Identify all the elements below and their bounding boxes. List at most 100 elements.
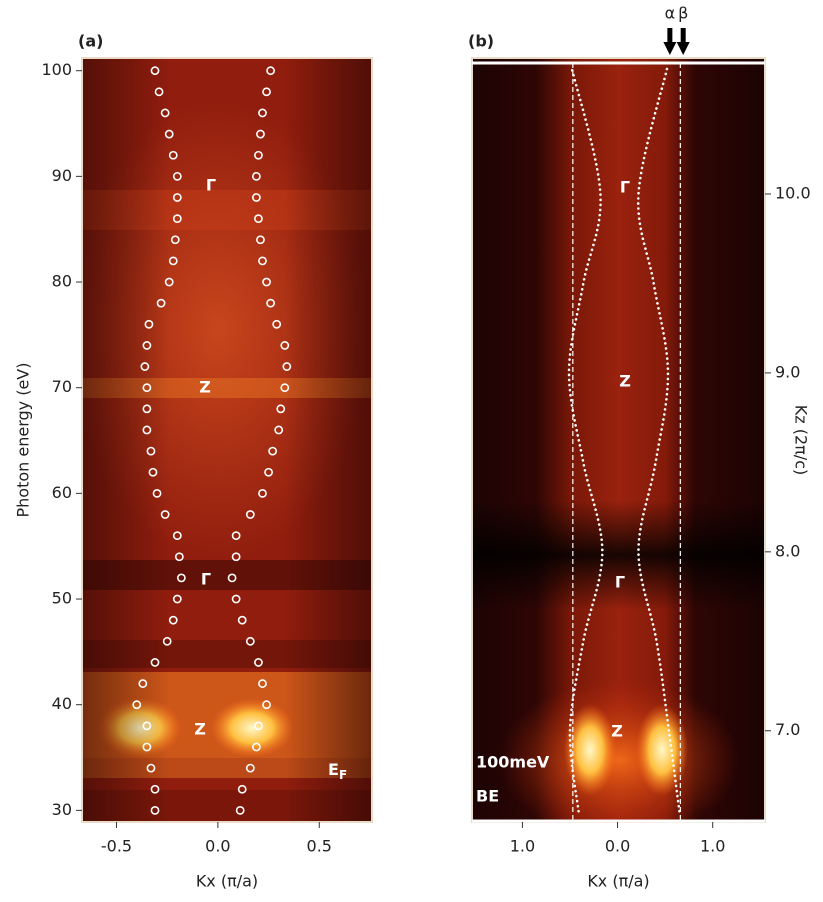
data-point <box>227 573 237 583</box>
point-label: Γ <box>620 178 630 197</box>
data-point <box>176 573 186 583</box>
data-point <box>168 256 178 266</box>
data-point <box>170 235 180 245</box>
data-point <box>144 319 154 329</box>
data-point <box>132 700 142 710</box>
y-tick-label: 80 <box>52 272 72 291</box>
arrow <box>676 28 690 55</box>
y-tick-label: 90 <box>52 166 72 185</box>
data-point <box>252 742 261 752</box>
x-axis-label: Kx (π/a) <box>196 872 258 891</box>
x-tick-label: 1.0 <box>510 837 535 856</box>
point-label: Γ <box>201 570 211 589</box>
y2-tick-label: 7.0 <box>775 720 800 739</box>
corner-text: 100meV <box>476 753 550 772</box>
point-label: Γ <box>615 573 625 592</box>
frame-a <box>81 57 373 823</box>
data-point <box>256 235 265 245</box>
x-tick-label: -0.5 <box>101 837 132 856</box>
data-point <box>142 425 152 435</box>
data-point <box>231 594 241 604</box>
data-point <box>168 150 178 160</box>
data-point <box>142 721 152 731</box>
x-axis-label: Kx (π/a) <box>587 872 649 891</box>
data-point <box>146 763 156 773</box>
data-point <box>162 636 172 646</box>
x-tick-label: 0.0 <box>605 837 630 856</box>
data-point <box>160 108 170 118</box>
data-point <box>138 679 148 688</box>
fermi-main: E <box>328 760 339 779</box>
y-axis-label: Photon energy (eV) <box>14 363 33 518</box>
y-tick-label: 60 <box>52 483 72 502</box>
data-point <box>154 87 164 97</box>
data-point <box>231 552 241 562</box>
point-label: Z <box>194 720 206 739</box>
data-point <box>140 362 150 371</box>
data-point <box>164 129 174 139</box>
data-point <box>264 467 273 477</box>
y-tick-label: 50 <box>52 589 72 608</box>
data-point <box>172 594 182 604</box>
data-point <box>168 615 178 625</box>
plot-layer: (a) Kx (π/a) -0.5 0.0 0.5 Photon energy (eV) 3… <box>14 4 811 891</box>
data-point <box>150 658 160 667</box>
data-point <box>276 404 286 414</box>
data-point <box>150 784 160 794</box>
data-point <box>258 488 267 498</box>
y2-axis-label: Kz (2π/c) <box>792 405 811 475</box>
corner-text: BE <box>476 787 499 806</box>
data-point <box>172 214 182 224</box>
arrow <box>663 28 677 55</box>
arrow-label: α <box>665 4 676 23</box>
data-point <box>258 108 267 118</box>
data-point <box>231 531 241 541</box>
data-point <box>245 636 255 646</box>
y2-tick-label: 10.0 <box>775 183 811 202</box>
data-point <box>282 362 292 371</box>
y-tick-label: 40 <box>52 694 72 713</box>
data-point <box>280 383 290 393</box>
data-point <box>256 129 265 139</box>
data-point <box>142 404 152 414</box>
data-point <box>258 256 267 266</box>
data-point <box>172 171 182 181</box>
data-point <box>150 805 160 815</box>
data-point <box>142 383 152 393</box>
y-tick-label: 70 <box>52 377 72 396</box>
fermi-label: EF <box>328 760 347 782</box>
y-tick-label: 100 <box>41 60 72 79</box>
data-point <box>262 277 271 287</box>
data-point <box>280 341 290 350</box>
y-tick-label: 30 <box>52 800 72 819</box>
point-label: Z <box>619 372 631 391</box>
data-point <box>156 298 166 308</box>
data-point <box>252 193 261 202</box>
data-point <box>262 87 271 97</box>
data-point <box>245 763 255 773</box>
data-point <box>148 467 158 477</box>
panel-label: (b) <box>468 32 494 51</box>
data-point <box>152 488 162 498</box>
data-point <box>146 446 156 456</box>
data-point <box>172 531 182 541</box>
x-tick-label: 1.0 <box>700 837 725 856</box>
data-point <box>160 510 170 519</box>
data-point <box>150 66 160 76</box>
data-point <box>266 298 276 308</box>
point-label: Γ <box>206 176 216 195</box>
data-point <box>245 510 255 519</box>
data-point <box>174 552 184 562</box>
data-point <box>262 700 271 710</box>
data-point <box>272 319 282 329</box>
data-point <box>235 805 245 815</box>
arrow-label: β <box>678 4 688 23</box>
data-point <box>142 742 152 752</box>
data-point <box>172 193 182 202</box>
y2-tick-label: 8.0 <box>775 541 800 560</box>
data-point <box>237 615 247 625</box>
data-point <box>258 679 267 688</box>
data-point <box>254 214 263 224</box>
point-label: Z <box>199 378 211 397</box>
